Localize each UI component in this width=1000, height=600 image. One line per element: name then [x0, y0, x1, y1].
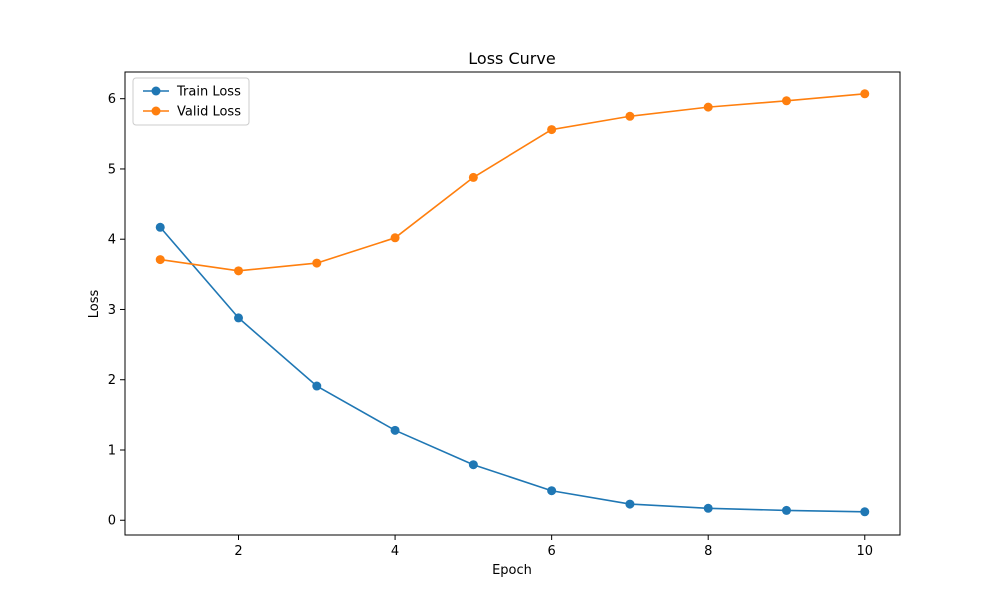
legend-item-2: Valid Loss	[143, 105, 241, 120]
data-point-1-2	[234, 313, 244, 323]
series-2	[155, 89, 870, 276]
series-layer	[155, 89, 870, 517]
series-line-1	[159, 226, 865, 513]
axes-frame	[124, 71, 901, 536]
data-point-1-3	[312, 381, 322, 391]
y-tick-label: 4	[108, 233, 116, 248]
chart-title: Loss Curve	[468, 49, 555, 68]
legend-item-1: Train Loss	[143, 85, 241, 100]
data-point-2-8	[703, 102, 713, 112]
data-point-2-3	[312, 258, 322, 268]
x-tick-label: 2	[234, 544, 242, 559]
data-point-2-5	[468, 172, 478, 182]
legend-box	[132, 77, 250, 126]
x-tick-label: 10	[856, 544, 873, 559]
data-point-1-5	[468, 460, 478, 470]
data-point-2-7	[625, 111, 635, 121]
axes-layer: 2 4 6 8 10 0 1 2 3 4 5 6	[108, 71, 901, 559]
data-point-2-2	[234, 266, 244, 276]
plot-area	[125, 72, 900, 535]
data-point-1-6	[547, 486, 557, 496]
y-axis-label: Loss	[87, 290, 102, 319]
data-point-2-4	[390, 233, 400, 243]
y-tick-label: 6	[108, 92, 116, 107]
data-point-1-1	[155, 222, 165, 232]
legend-marker-2	[151, 106, 161, 116]
x-tick-label: 6	[548, 544, 556, 559]
data-point-1-9	[781, 505, 791, 515]
legend-marker-1	[151, 86, 161, 96]
x-axis-label: Epoch	[492, 563, 532, 578]
x-tick-label: 8	[704, 544, 712, 559]
series-1	[155, 222, 870, 517]
data-point-2-9	[781, 96, 791, 106]
y-tick-label: 3	[108, 303, 116, 318]
data-point-1-4	[390, 425, 400, 435]
legend-label-1: Train Loss	[176, 85, 241, 100]
data-point-2-1	[155, 255, 165, 265]
data-point-1-10	[860, 507, 870, 517]
y-tick-label: 5	[108, 162, 116, 177]
y-tick-label: 2	[108, 373, 116, 388]
data-point-1-7	[625, 499, 635, 509]
legend: Train Loss Valid Loss	[132, 77, 250, 126]
y-tick-label: 1	[108, 443, 116, 458]
legend-label-2: Valid Loss	[177, 105, 241, 120]
y-tick-label: 0	[108, 514, 116, 529]
data-point-2-6	[547, 125, 557, 135]
series-line-2	[160, 92, 865, 272]
data-point-2-10	[860, 89, 870, 99]
x-tick-label: 4	[391, 544, 399, 559]
data-point-1-8	[703, 503, 713, 513]
